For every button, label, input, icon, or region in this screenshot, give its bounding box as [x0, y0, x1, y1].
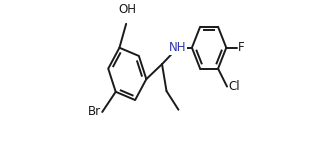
- Text: OH: OH: [118, 3, 136, 16]
- Text: Br: Br: [88, 105, 101, 118]
- Text: NH: NH: [169, 41, 186, 54]
- Text: F: F: [238, 41, 245, 54]
- Text: Cl: Cl: [228, 80, 240, 93]
